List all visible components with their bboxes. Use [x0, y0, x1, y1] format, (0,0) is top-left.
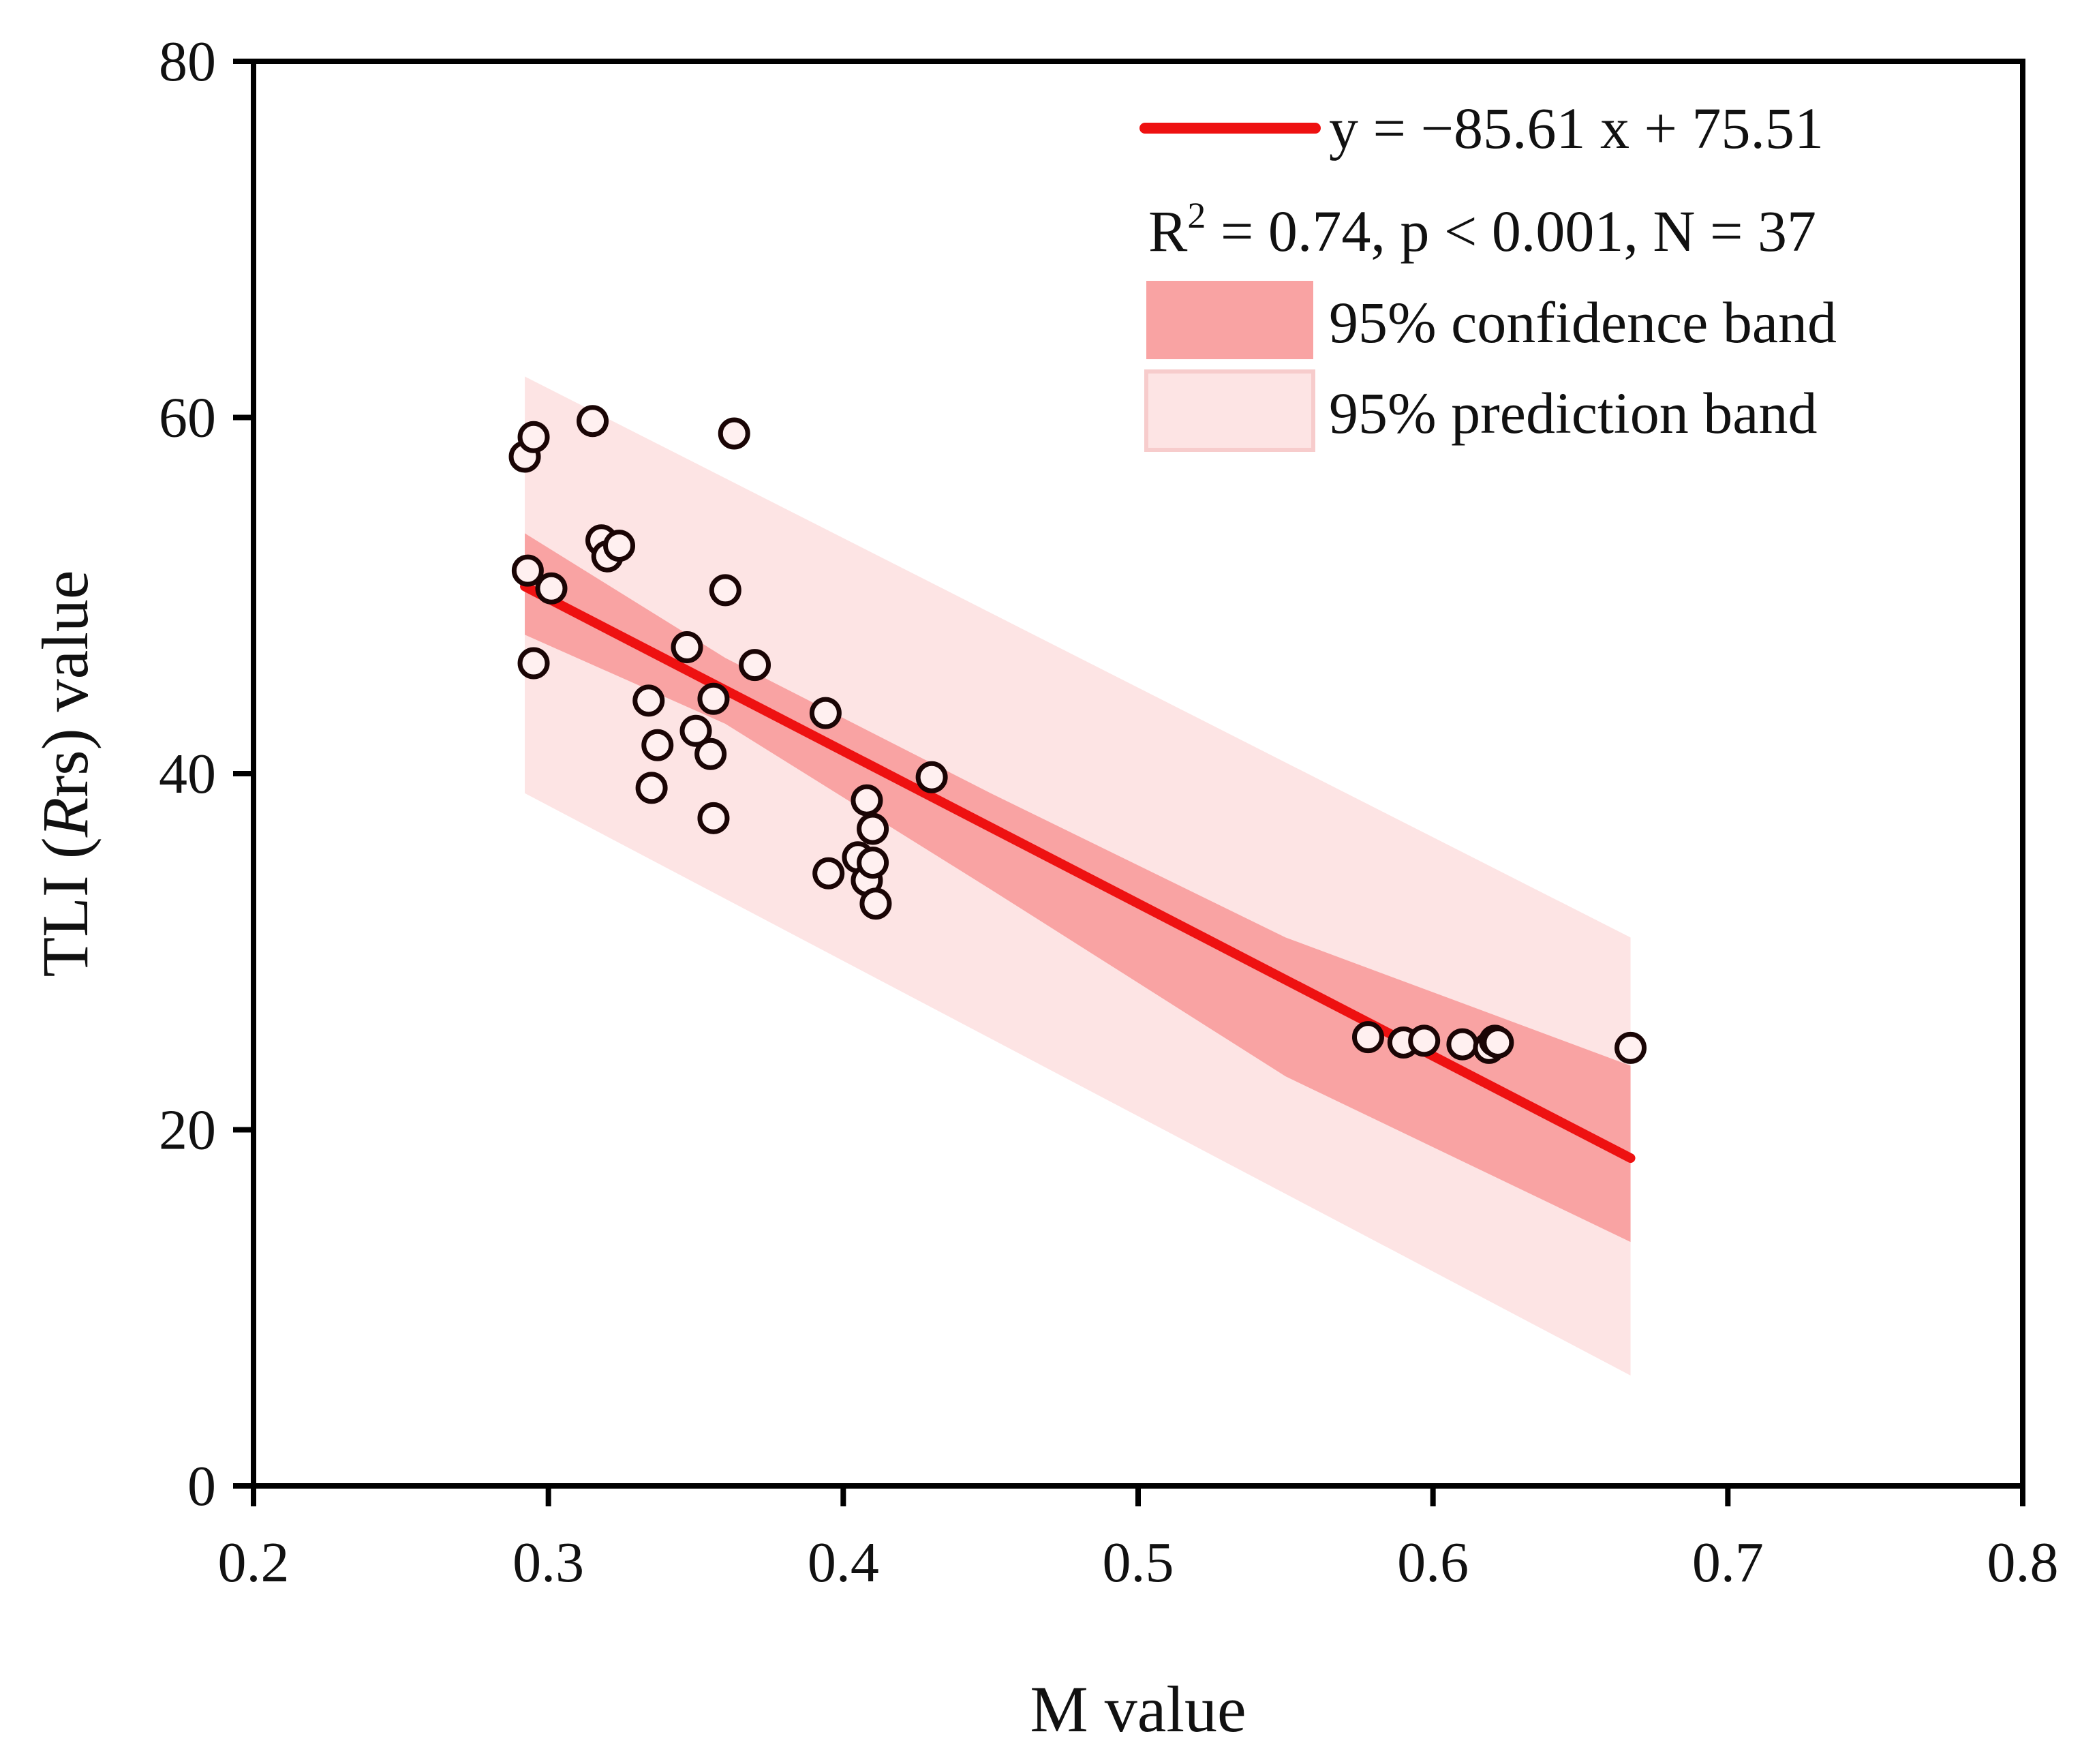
- data-point: [809, 697, 842, 729]
- legend-prediction-label: 95% prediction band: [1329, 380, 1817, 446]
- data-point: [915, 761, 948, 793]
- data-point: [851, 784, 883, 817]
- fit-line: [520, 581, 1636, 1164]
- data-point: [577, 405, 609, 438]
- y-tick-label: 80: [159, 30, 216, 93]
- y-axis-title: TLI (Rrs) value: [29, 570, 102, 977]
- x-tick-label: 0.2: [218, 1531, 290, 1594]
- x-tick-label: 0.7: [1692, 1531, 1764, 1594]
- data-point: [709, 574, 741, 607]
- data-point: [511, 554, 544, 587]
- y-axis-ticks: 0 20 40 60 80: [159, 30, 254, 1518]
- data-point: [1614, 1031, 1647, 1064]
- data-point: [718, 417, 750, 450]
- y-tick-label: 0: [187, 1455, 216, 1518]
- data-point: [857, 847, 889, 879]
- confidence-band: [525, 533, 1631, 1243]
- data-point: [697, 682, 730, 715]
- legend-stats-rest: = 0.74, p < 0.001, N = 37: [1206, 198, 1816, 264]
- data-point: [679, 714, 712, 747]
- data-point: [697, 802, 730, 834]
- data-point: [1351, 1021, 1384, 1054]
- data-point: [535, 572, 568, 605]
- x-tick-label: 0.6: [1397, 1531, 1469, 1594]
- x-tick-label: 0.3: [512, 1531, 584, 1594]
- data-point: [517, 647, 550, 680]
- legend-prediction-swatch: [1144, 369, 1315, 452]
- data-points-layer: [508, 405, 1647, 1064]
- x-tick-label: 0.8: [1987, 1531, 2059, 1594]
- x-tick-label: 0.5: [1103, 1531, 1174, 1594]
- x-tick-label: 0.4: [808, 1531, 879, 1594]
- data-point: [517, 421, 550, 453]
- data-point: [632, 684, 665, 717]
- x-axis-title: M value: [1030, 1673, 1246, 1746]
- legend-stats-r: R: [1148, 198, 1188, 264]
- x-axis-ticks: 0.2 0.3 0.4 0.5 0.6 0.7 0.8: [218, 1486, 2059, 1594]
- data-point: [1482, 1026, 1514, 1059]
- legend-confidence-label: 95% confidence band: [1329, 290, 1837, 355]
- y-tick-label: 40: [159, 742, 216, 806]
- legend-confidence-swatch: [1146, 281, 1313, 359]
- data-point: [603, 530, 636, 562]
- y-axis-title-italic: R: [29, 797, 102, 838]
- data-point: [641, 729, 674, 761]
- legend: y = −85.61 x + 75.51 R2 = 0.74, p < 0.00…: [1139, 95, 1837, 452]
- y-axis-title-prefix: TLI (: [29, 837, 102, 977]
- data-point: [739, 649, 771, 682]
- y-axis-title-rest: rs) value: [29, 570, 102, 797]
- fit-line-layer: [520, 581, 1636, 1164]
- data-point: [812, 857, 845, 889]
- legend-stats: R2 = 0.74, p < 0.001, N = 37: [1148, 195, 1816, 264]
- data-point: [635, 772, 668, 804]
- data-point: [857, 812, 889, 845]
- data-point: [1408, 1024, 1441, 1057]
- data-point: [1446, 1028, 1479, 1061]
- data-point: [694, 737, 727, 770]
- data-point: [671, 631, 703, 664]
- y-tick-label: 20: [159, 1099, 216, 1162]
- y-tick-label: 60: [159, 386, 216, 450]
- data-point: [859, 887, 892, 920]
- legend-stats-superscript: 2: [1187, 195, 1206, 236]
- legend-equation: y = −85.61 x + 75.51: [1329, 95, 1824, 161]
